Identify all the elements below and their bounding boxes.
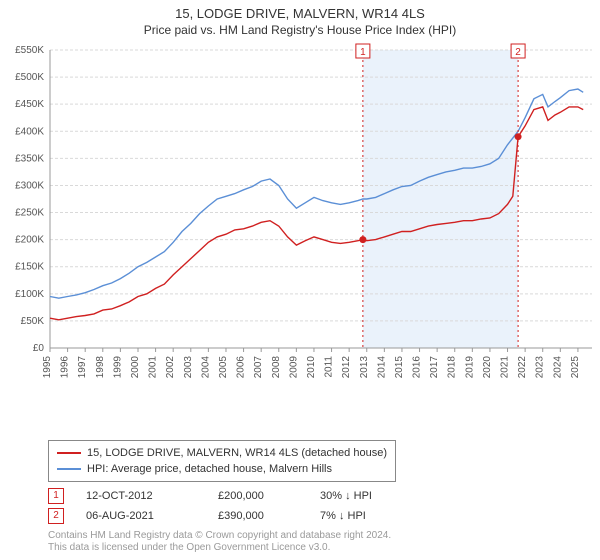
svg-text:2021: 2021 xyxy=(500,356,511,379)
chart-subtitle: Price paid vs. HM Land Registry's House … xyxy=(0,21,600,37)
svg-text:1996: 1996 xyxy=(60,356,71,379)
legend-item: HPI: Average price, detached house, Malv… xyxy=(57,461,387,477)
sale-markers-table: 1 12-OCT-2012 £200,000 30% ↓ HPI 2 06-AU… xyxy=(48,486,420,526)
svg-text:2000: 2000 xyxy=(130,356,141,379)
footer-line: This data is licensed under the Open Gov… xyxy=(48,542,391,554)
marker-badge: 2 xyxy=(48,508,64,524)
svg-text:2022: 2022 xyxy=(517,356,528,379)
svg-text:2025: 2025 xyxy=(570,356,581,379)
svg-text:2012: 2012 xyxy=(341,356,352,379)
chart-title: 15, LODGE DRIVE, MALVERN, WR14 4LS xyxy=(0,0,600,21)
footer-line: Contains HM Land Registry data © Crown c… xyxy=(48,530,391,542)
chart-svg: £0 £50K £100K £150K £200K £250K £300K £350K £400… xyxy=(0,42,600,402)
marker-diff: 7% ↓ HPI xyxy=(320,506,420,526)
legend-swatch xyxy=(57,452,81,454)
svg-text:2016: 2016 xyxy=(412,356,423,379)
svg-text:2019: 2019 xyxy=(464,356,475,379)
svg-text:2003: 2003 xyxy=(183,356,194,379)
marker-date: 12-OCT-2012 xyxy=(86,486,196,506)
svg-text:£50K: £50K xyxy=(21,316,45,327)
svg-text:2008: 2008 xyxy=(271,356,282,379)
svg-text:2017: 2017 xyxy=(429,356,440,379)
svg-text:2009: 2009 xyxy=(288,356,299,379)
marker-price: £390,000 xyxy=(218,506,298,526)
footer: Contains HM Land Registry data © Crown c… xyxy=(48,530,391,554)
svg-text:£350K: £350K xyxy=(15,153,44,164)
legend-label: HPI: Average price, detached house, Malv… xyxy=(87,461,332,477)
marker-diff: 30% ↓ HPI xyxy=(320,486,420,506)
legend-label: 15, LODGE DRIVE, MALVERN, WR14 4LS (deta… xyxy=(87,445,387,461)
svg-text:£150K: £150K xyxy=(15,262,44,273)
legend: 15, LODGE DRIVE, MALVERN, WR14 4LS (deta… xyxy=(48,440,396,482)
svg-text:2010: 2010 xyxy=(306,356,317,379)
svg-text:£250K: £250K xyxy=(15,208,44,219)
marker-date: 06-AUG-2021 xyxy=(86,506,196,526)
svg-text:2018: 2018 xyxy=(447,356,458,379)
svg-text:2015: 2015 xyxy=(394,356,405,379)
svg-text:2001: 2001 xyxy=(148,356,159,379)
svg-text:£0: £0 xyxy=(33,343,45,354)
svg-text:2002: 2002 xyxy=(165,356,176,379)
svg-text:2005: 2005 xyxy=(218,356,229,379)
svg-text:2014: 2014 xyxy=(376,356,387,379)
svg-text:2006: 2006 xyxy=(236,356,247,379)
svg-text:2024: 2024 xyxy=(552,356,563,379)
svg-text:1997: 1997 xyxy=(77,356,88,379)
marker-row: 1 12-OCT-2012 £200,000 30% ↓ HPI xyxy=(48,486,420,506)
legend-item: 15, LODGE DRIVE, MALVERN, WR14 4LS (deta… xyxy=(57,445,387,461)
legend-swatch xyxy=(57,468,81,470)
svg-text:£500K: £500K xyxy=(15,72,44,83)
svg-text:1: 1 xyxy=(360,47,366,58)
svg-text:£450K: £450K xyxy=(15,99,44,110)
svg-text:1998: 1998 xyxy=(95,356,106,379)
svg-text:£400K: £400K xyxy=(15,126,44,137)
svg-text:2004: 2004 xyxy=(200,356,211,379)
svg-text:1999: 1999 xyxy=(112,356,123,379)
svg-text:£200K: £200K xyxy=(15,235,44,246)
svg-text:£100K: £100K xyxy=(15,289,44,300)
svg-text:2007: 2007 xyxy=(253,356,264,379)
svg-text:2020: 2020 xyxy=(482,356,493,379)
svg-text:2: 2 xyxy=(515,47,521,58)
marker-badge: 1 xyxy=(48,488,64,504)
marker-price: £200,000 xyxy=(218,486,298,506)
svg-text:2011: 2011 xyxy=(324,356,335,378)
svg-text:£300K: £300K xyxy=(15,180,44,191)
marker-row: 2 06-AUG-2021 £390,000 7% ↓ HPI xyxy=(48,506,420,526)
svg-text:£550K: £550K xyxy=(15,45,44,56)
svg-text:2023: 2023 xyxy=(535,356,546,379)
chart-container: 15, LODGE DRIVE, MALVERN, WR14 4LS Price… xyxy=(0,0,600,560)
chart-area: £0 £50K £100K £150K £200K £250K £300K £350K £400… xyxy=(0,42,600,402)
svg-text:2013: 2013 xyxy=(359,356,370,379)
svg-text:1995: 1995 xyxy=(42,356,53,379)
